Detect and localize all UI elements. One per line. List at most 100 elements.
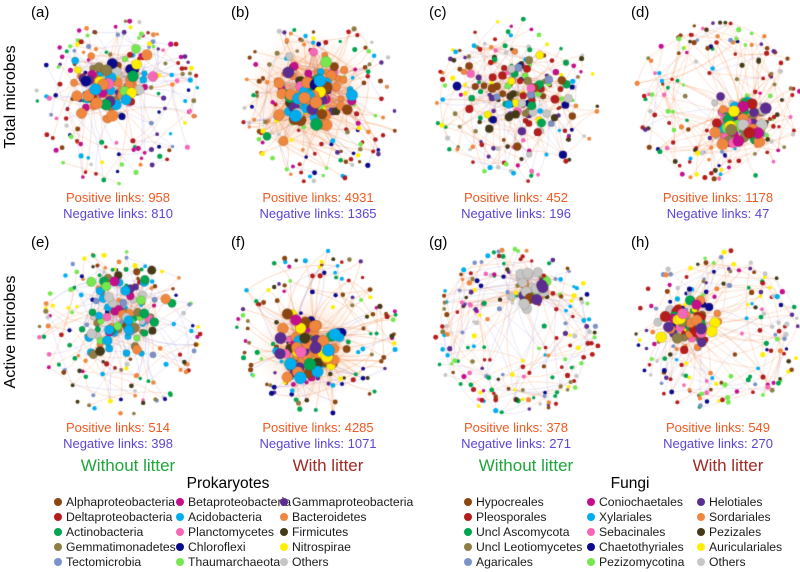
legend-label: Pleosporales	[476, 509, 547, 524]
legend-label: Pezizales	[709, 524, 762, 539]
legend-item: Bacteroidetes	[280, 509, 420, 524]
legend-label: Actinobacteria	[66, 524, 144, 539]
legend-dot-icon	[697, 497, 705, 506]
legend-dot-icon	[176, 497, 184, 506]
legend-column: Helotiales Sordariales Pezizales Auriculari…	[697, 494, 800, 569]
negative-links-text: Negative links: 196	[461, 206, 571, 221]
legend-label: Auriculariales	[709, 539, 783, 554]
legend-label: Planctomycetes	[188, 524, 275, 539]
legend-item: Others	[280, 554, 420, 569]
legend-label: Nitrospirae	[292, 539, 351, 554]
legend-dot-icon	[587, 527, 595, 536]
negative-links-text: Negative links: 270	[663, 436, 773, 451]
panel-d: (d) Positive links: 1178 Negative links: 4…	[623, 4, 800, 230]
legend-column: Alphaproteobacteria Deltaproteobacteria Ac…	[54, 494, 176, 569]
legend-label: Uncl Ascomycota	[476, 524, 570, 539]
legend-label: Chaetothyriales	[599, 539, 684, 554]
legend-item: Hypocreales	[464, 494, 587, 509]
panel-e: (e) Positive links: 514 Negative links: 39…	[23, 234, 213, 460]
legend-item: Uncl Ascomycota	[464, 524, 587, 539]
negative-links-text: Negative links: 1365	[259, 206, 377, 221]
network-canvas-f	[230, 244, 406, 420]
network-canvas-c	[428, 14, 604, 190]
legend-dot-icon	[280, 512, 288, 521]
legend-dot-icon	[464, 527, 472, 536]
negative-links-text: Negative links: 398	[63, 436, 173, 451]
legend-item: Thaumarchaeota	[176, 554, 280, 569]
legend-label: Firmicutes	[292, 524, 349, 539]
legend-item: Pleosporales	[464, 509, 587, 524]
legend-label: Agaricales	[476, 554, 533, 569]
legend-item: Gemmatimonadetes	[54, 539, 176, 554]
legend-column: Hypocreales Pleosporales Uncl Ascomycota Un…	[464, 494, 587, 569]
legend-dot-icon	[587, 512, 595, 521]
legend-item: Deltaproteobacteria	[54, 509, 176, 524]
legend-label: Pezizomycotina	[599, 554, 685, 569]
legend-dot-icon	[464, 557, 472, 566]
condition-label-without-litter-2: Without litter	[478, 456, 574, 475]
legend-dot-icon	[587, 497, 595, 506]
legend-item: Tectomicrobia	[54, 554, 176, 569]
legend-label: Others	[709, 554, 746, 569]
legend-dot-icon	[280, 557, 288, 566]
legend-dot-icon	[54, 542, 62, 551]
legend-column: Betaproteobacteria Acidobacteria Planctomy…	[176, 494, 291, 569]
legend-dot-icon	[176, 527, 184, 536]
legend-item: Sebacinales	[587, 524, 697, 539]
legend-label: Alphaproteobacteria	[66, 494, 176, 509]
positive-links-text: Positive links: 4285	[262, 420, 374, 435]
positive-links-text: Positive links: 958	[65, 190, 171, 205]
legend-dot-icon	[697, 542, 705, 551]
legend-dot-icon	[54, 497, 62, 506]
row-label-total-microbes: Total microbes	[2, 45, 19, 149]
negative-links-text: Negative links: 810	[63, 206, 173, 221]
panel-a: (a) Positive links: 958 Negative links: 81…	[23, 4, 213, 230]
negative-links-text: Negative links: 47	[666, 206, 770, 221]
legend-label: Uncl Leotiomycetes	[476, 539, 583, 554]
condition-label-with-litter-1: With litter	[292, 456, 364, 475]
network-canvas-a	[30, 14, 206, 190]
positive-links-text: Positive links: 378	[463, 420, 569, 435]
network-canvas-h	[630, 244, 800, 420]
legend-item: Others	[697, 554, 800, 569]
legend-dot-icon	[587, 542, 595, 551]
legend-item: Auriculariales	[697, 539, 800, 554]
legend-label: Sebacinales	[599, 524, 666, 539]
legend-label: Hypocreales	[476, 494, 544, 509]
legend-item: Betaproteobacteria	[176, 494, 291, 509]
network-canvas-g	[428, 244, 604, 420]
legend-label: Betaproteobacteria	[188, 494, 291, 509]
legend-title-fungi: Fungi	[610, 475, 650, 492]
legend-item: Gammaproteobacteria	[280, 494, 420, 509]
legend-prokaryotes: Alphaproteobacteria Deltaproteobacteria Ac…	[54, 494, 420, 569]
legend-dot-icon	[280, 542, 288, 551]
legend-item: Pezizomycotina	[587, 554, 697, 569]
panel-c: (c) Positive links: 452 Negative links: 19…	[421, 4, 611, 230]
legend-item: Chaetothyriales	[587, 539, 697, 554]
legend-item: Coniochaetales	[587, 494, 697, 509]
panel-b: (b) Positive links: 4931 Negative links: 1…	[223, 4, 413, 230]
legend-dot-icon	[54, 557, 62, 566]
legend-item: Chloroflexi	[176, 539, 280, 554]
legend-dot-icon	[54, 527, 62, 536]
positive-links-text: Positive links: 452	[463, 190, 569, 205]
row-label-active-microbes: Active microbes	[2, 275, 19, 389]
legend-label: Others	[292, 554, 329, 569]
legend-item: Nitrospirae	[280, 539, 420, 554]
legend-dot-icon	[176, 512, 184, 521]
legend-item: Uncl Leotiomycetes	[464, 539, 587, 554]
panel-h: (h) Positive links: 549 Negative links: 27…	[623, 234, 800, 460]
negative-links-text: Negative links: 1071	[259, 436, 377, 451]
legend-dot-icon	[464, 497, 472, 506]
legend-dot-icon	[176, 542, 184, 551]
legend-dot-icon	[464, 542, 472, 551]
legend-item: Agaricales	[464, 554, 587, 569]
legend-column: Coniochaetales Xylariales Sebacinales Chaet…	[587, 494, 697, 569]
legend-label: Helotiales	[709, 494, 763, 509]
legend-item: Xylariales	[587, 509, 697, 524]
positive-links-text: Positive links: 514	[65, 420, 171, 435]
negative-links-text: Negative links: 271	[461, 436, 571, 451]
legend-label: Chloroflexi	[188, 539, 246, 554]
legend-label: Deltaproteobacteria	[66, 509, 173, 524]
legend-dot-icon	[176, 557, 184, 566]
